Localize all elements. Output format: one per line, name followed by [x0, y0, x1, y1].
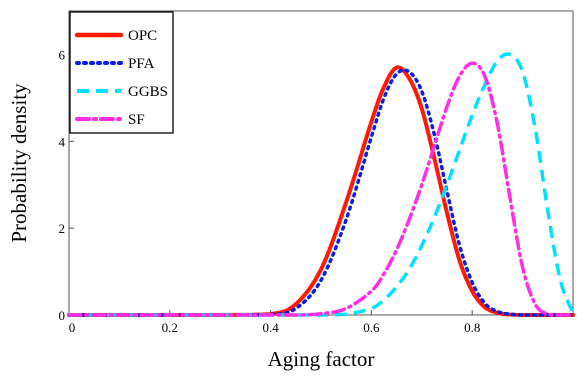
legend: OPC PFA GGBS SF — [69, 11, 174, 134]
y-tick-label: 4 — [59, 134, 66, 149]
y-tick-label: 6 — [59, 47, 66, 62]
legend-label-pfa: PFA — [128, 56, 155, 72]
x-tick-label: 0.6 — [363, 320, 380, 335]
x-axis-title: Aging factor — [268, 347, 375, 371]
axis-ticks: 0 0.2 0.4 0.6 0.8 0 2 4 6 — [59, 47, 481, 335]
y-tick-label: 2 — [59, 221, 66, 236]
legend-label-ggbs: GGBS — [128, 84, 168, 100]
legend-label-opc: OPC — [128, 28, 157, 44]
x-tick-label: 0.8 — [464, 320, 480, 335]
x-tick-label: 0 — [69, 320, 76, 335]
legend-label-sf: SF — [128, 112, 145, 128]
legend-box — [69, 11, 174, 134]
y-tick-label: 0 — [59, 308, 66, 323]
x-tick-label: 0.2 — [162, 320, 178, 335]
series-line-sf — [67, 61, 575, 317]
series-lines — [67, 52, 575, 317]
y-axis-title: Probability density — [7, 83, 31, 243]
x-tick-label: 0.4 — [262, 320, 279, 335]
